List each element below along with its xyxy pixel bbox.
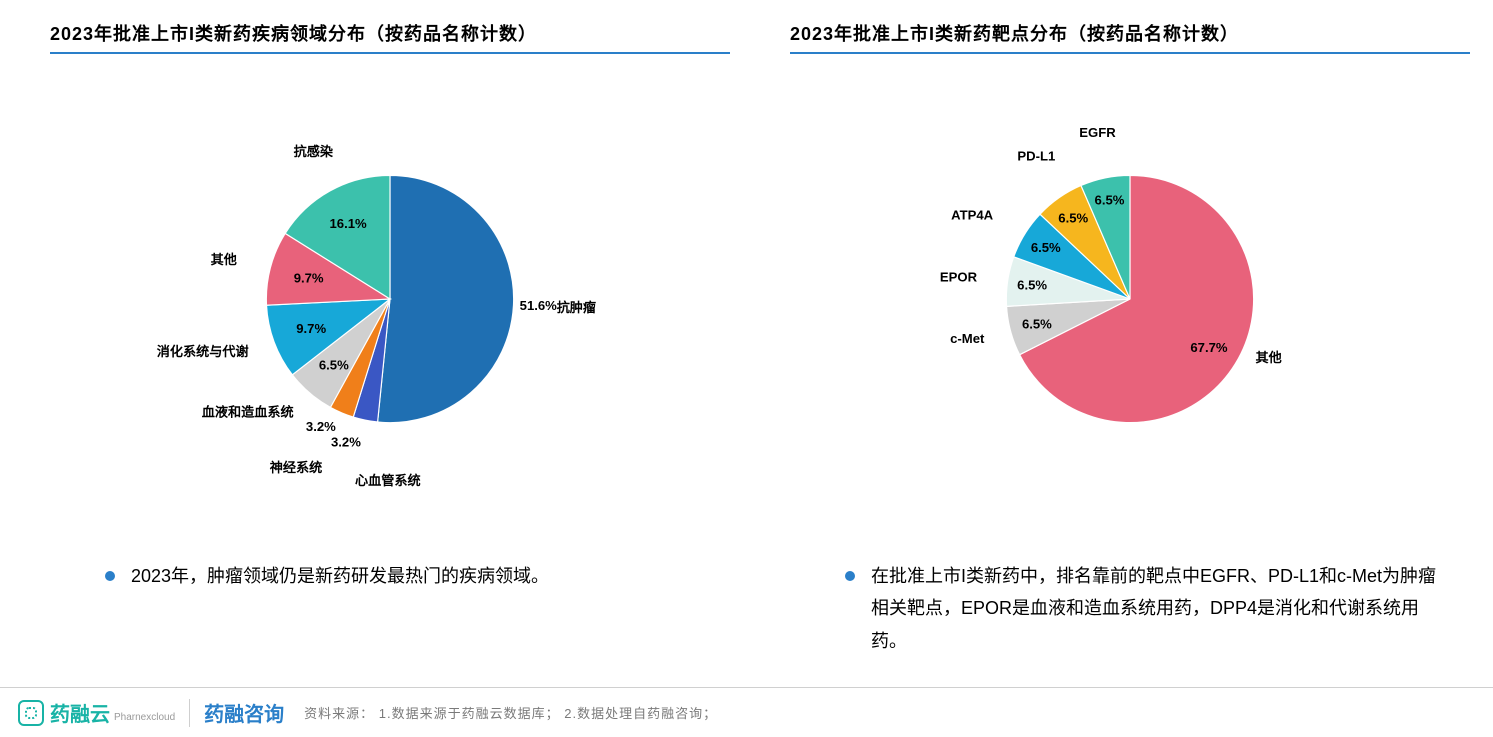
slice-category-label: 其他 <box>1255 349 1281 365</box>
logo1-text: 药融云 <box>50 698 110 727</box>
right-bullet-text: 在批准上市I类新药中，排名靠前的靶点中EGFR、PD-L1和c-Met为肿瘤相关… <box>871 560 1445 657</box>
left-pie-svg: 51.6%抗肿瘤3.2%心血管系统3.2%神经系统6.5%血液和造血系统9.7%… <box>220 129 560 469</box>
slice-category-label: 抗感染 <box>294 143 334 159</box>
slice-pct-label: 3.2% <box>331 435 361 450</box>
bullet-icon <box>845 571 855 581</box>
slice-pct-label: 6.5% <box>1031 240 1061 255</box>
footer-source: 资料来源： 1.数据来源于药融云数据库； 2.数据处理自药融咨询； <box>304 703 717 722</box>
pie-slice <box>378 175 514 422</box>
slice-category-label: PD-L1 <box>1017 149 1055 164</box>
slice-category-label: 抗肿瘤 <box>557 299 596 315</box>
right-pie: 67.7%其他6.5%c-Met6.5%EPOR6.5%ATP4A6.5%PD-… <box>960 129 1300 469</box>
slice-category-label: c-Met <box>950 331 985 346</box>
slice-category-label: 其他 <box>211 251 237 267</box>
slice-pct-label: 6.5% <box>319 357 349 372</box>
slice-pct-label: 6.5% <box>1022 317 1052 332</box>
right-bullet: 在批准上市I类新药中，排名靠前的靶点中EGFR、PD-L1和c-Met为肿瘤相关… <box>845 560 1445 657</box>
slice-category-label: EPOR <box>940 269 978 284</box>
slice-category-label: 心血管系统 <box>355 472 421 488</box>
right-panel: 2023年批准上市I类新药靶点分布（按药品名称计数） 67.7% 其他 6.5% c-… <box>790 20 1470 534</box>
left-panel: 2023年批准上市I类新药疾病领域分布（按药品名称计数） 51.6%抗肿瘤 3.2… <box>50 20 730 534</box>
slice-pct-label: 3.2% <box>306 419 336 434</box>
left-chart-title: 2023年批准上市I类新药疾病领域分布（按药品名称计数） <box>50 20 730 54</box>
slice-pct-label: 9.7% <box>296 321 326 336</box>
slice-category-label: 血液和造血系统 <box>202 403 294 419</box>
logo-icon <box>18 700 44 726</box>
slice-pct-label: 16.1% <box>329 216 367 231</box>
footer-divider <box>189 699 190 727</box>
slice-pct-label: 67.7% <box>1190 340 1228 355</box>
slice-category-label: ATP4A <box>951 207 994 222</box>
slice-category-label: EGFR <box>1079 125 1116 140</box>
source-items: 1.数据来源于药融云数据库； 2.数据处理自药融咨询； <box>379 706 717 721</box>
footer: 药融云 Pharnexcloud 药融咨询 资料来源： 1.数据来源于药融云数据… <box>0 687 1493 737</box>
slice-category-label: 神经系统 <box>270 459 323 475</box>
left-pie: 51.6%抗肿瘤3.2%心血管系统3.2%神经系统6.5%血液和造血系统9.7%… <box>220 129 560 469</box>
slice-pct-label: 6.5% <box>1017 277 1047 292</box>
slice-pct-label: 6.5% <box>1058 211 1088 226</box>
source-label: 资料来源： <box>304 706 374 721</box>
left-bullet: 2023年，肿瘤领域仍是新药研发最热门的疾病领域。 <box>105 560 705 592</box>
right-chart-title: 2023年批准上市I类新药靶点分布（按药品名称计数） <box>790 20 1470 54</box>
slice-pct-label: 51.6% <box>520 298 558 313</box>
left-chart-area: 51.6%抗肿瘤 3.2% 心血管系统 3.2% 神经系统 6.5% 血液和造血系统 9.7%… <box>50 64 730 534</box>
bullet-icon <box>105 571 115 581</box>
right-pie-svg: 67.7%其他6.5%c-Met6.5%EPOR6.5%ATP4A6.5%PD-… <box>960 129 1300 469</box>
logo1-sub: Pharnexcloud <box>114 712 175 723</box>
right-chart-area: 67.7% 其他 6.5% c-Met 6.5% EPOR 6.5% ATP4A 6.5% PD-… <box>790 64 1470 534</box>
left-bullet-text: 2023年，肿瘤领域仍是新药研发最热门的疾病领域。 <box>131 560 705 592</box>
logo2-text: 药融咨询 <box>204 698 284 727</box>
slice-pct-label: 9.7% <box>294 270 324 285</box>
slice-pct-label: 6.5% <box>1095 192 1125 207</box>
logo-pharnexcloud: 药融云 <box>18 698 110 727</box>
slice-category-label: 消化系统与代谢 <box>157 343 249 359</box>
